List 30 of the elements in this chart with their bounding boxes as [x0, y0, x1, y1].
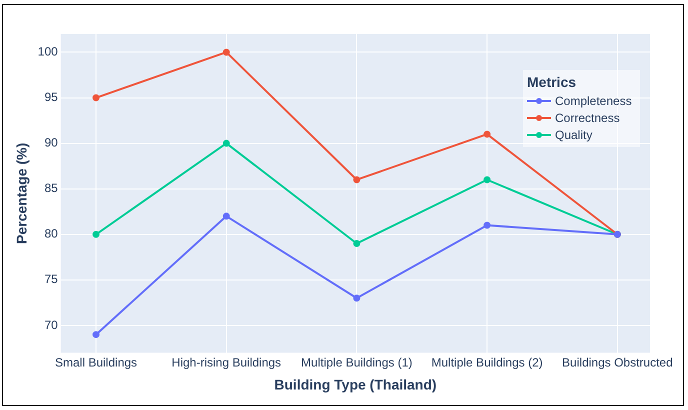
- point: [484, 222, 491, 229]
- point: [92, 230, 100, 238]
- point: [353, 176, 360, 184]
- point: [484, 130, 491, 138]
- y-tick-label: 70: [44, 318, 58, 332]
- y-tick-label: 90: [44, 136, 58, 150]
- point: [222, 140, 230, 147]
- x-tick-label: Small Buildings: [54, 355, 138, 370]
- x-tick-label: Multiple Buildings (2): [431, 355, 543, 370]
- point: [92, 94, 100, 102]
- point: [353, 240, 360, 247]
- y-tick-label: 85: [44, 181, 58, 196]
- x-axis-title: Building Type (Thailand): [274, 376, 437, 392]
- point: [92, 331, 100, 338]
- y-tick-label: 75: [44, 272, 58, 286]
- y-tick-label: 100: [38, 44, 58, 59]
- point: [353, 294, 360, 302]
- y-tick-label: 95: [44, 90, 58, 104]
- legend-label: Correctness: [555, 110, 620, 124]
- y-axis-title: Percentage (%): [13, 142, 30, 244]
- x-tick-label: Buildings Obstructed: [562, 355, 673, 370]
- legend-label: Quality: [555, 128, 592, 142]
- point: [484, 176, 491, 184]
- x-tick-label: High-rising Buildings: [172, 355, 282, 370]
- y-tick-label: 80: [44, 226, 58, 241]
- legend-label: Completeness: [555, 94, 632, 108]
- legend-title: Metrics: [527, 74, 578, 90]
- point: [222, 212, 230, 220]
- x-tick-label: Multiple Buildings (1): [301, 355, 412, 370]
- point: [222, 48, 230, 56]
